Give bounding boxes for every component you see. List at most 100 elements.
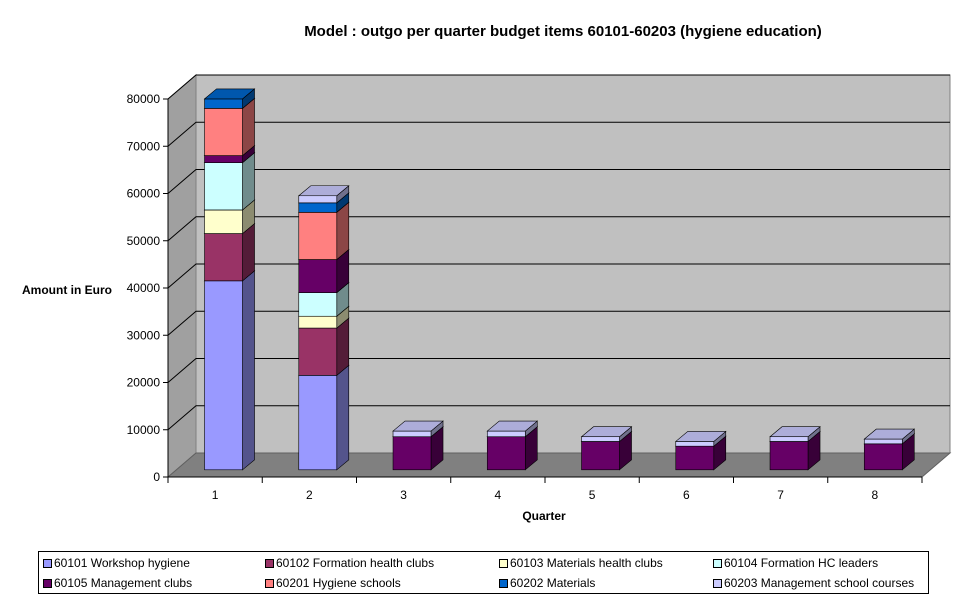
bar-top bbox=[580, 426, 633, 438]
bar-segment-2-60201 bbox=[297, 201, 350, 261]
bar-segment-8-60203 bbox=[863, 428, 916, 445]
bar-front bbox=[204, 209, 243, 234]
gridline bbox=[167, 216, 950, 242]
gridline bbox=[167, 74, 950, 100]
bar-top bbox=[863, 428, 916, 440]
x-tick-label: 6 bbox=[683, 488, 690, 502]
bar-top bbox=[203, 88, 256, 100]
bar-top bbox=[486, 420, 539, 432]
x-axis: 1 2 3 4 5 6 7 8 bbox=[167, 476, 923, 502]
legend-label: 60103 Materials health clubs bbox=[510, 556, 663, 570]
bar-front bbox=[204, 280, 243, 471]
floor bbox=[166, 452, 952, 478]
y-tick-label: 10000 bbox=[127, 423, 161, 437]
y-tick-label: 20000 bbox=[127, 376, 161, 390]
x-tick-label: 5 bbox=[589, 488, 596, 502]
bar-front bbox=[486, 430, 526, 438]
bars bbox=[203, 88, 916, 471]
bar-front bbox=[298, 374, 338, 471]
bar-front bbox=[298, 195, 338, 204]
legend-label: 60105 Management clubs bbox=[54, 576, 193, 590]
bar-stack-7 bbox=[769, 426, 821, 471]
x-tick-label: 7 bbox=[777, 488, 784, 502]
legend-swatch bbox=[499, 579, 508, 588]
bar-segment-1-60202 bbox=[203, 88, 256, 109]
bar-segment-1-60101 bbox=[203, 270, 256, 471]
y-tick-label: 30000 bbox=[127, 328, 161, 342]
bar-front bbox=[298, 211, 338, 260]
y-tick-label: 70000 bbox=[127, 139, 161, 153]
y-tick-label: 0 bbox=[153, 470, 160, 484]
x-tick-label: 1 bbox=[212, 488, 219, 502]
bar-top bbox=[297, 185, 350, 197]
gridline bbox=[167, 358, 950, 383]
bar-front bbox=[298, 315, 338, 329]
legend-label: 60203 Management school courses bbox=[724, 576, 915, 590]
bar-stack-6 bbox=[674, 430, 727, 471]
bar-front bbox=[204, 155, 243, 163]
bar-stack-2 bbox=[297, 185, 350, 471]
bar-segment-3-60203 bbox=[392, 420, 444, 438]
legend-label: 60202 Materials bbox=[510, 576, 596, 590]
y-axis-title: Amount in Euro bbox=[22, 283, 112, 297]
x-tick-label: 3 bbox=[400, 488, 407, 502]
bar-front bbox=[486, 436, 526, 471]
legend-label: 60102 Formation health clubs bbox=[276, 556, 435, 570]
bar-front bbox=[204, 233, 243, 282]
bar-stack-4 bbox=[486, 420, 539, 471]
bar-front bbox=[392, 430, 432, 438]
legend-swatch bbox=[265, 559, 274, 568]
bar-front bbox=[298, 202, 338, 213]
bar-segment-6-60203 bbox=[674, 430, 727, 447]
x-tick-label: 8 bbox=[872, 488, 879, 502]
bar-stack-1 bbox=[203, 88, 256, 471]
legend-swatch bbox=[43, 559, 52, 568]
gridline bbox=[167, 405, 950, 431]
chart-title: Model : outgo per quarter budget items 6… bbox=[304, 23, 822, 40]
legend-swatch bbox=[265, 579, 274, 588]
legend-swatch bbox=[43, 579, 52, 588]
bar-front bbox=[675, 445, 715, 471]
bar-front bbox=[863, 438, 903, 445]
gridline bbox=[167, 310, 950, 336]
bar-front bbox=[675, 441, 715, 447]
legend-swatch bbox=[713, 559, 722, 568]
bar-top bbox=[769, 426, 821, 438]
bar-front bbox=[581, 436, 620, 442]
plot-area bbox=[166, 73, 952, 479]
bar-front bbox=[204, 162, 243, 211]
bar-stack-3 bbox=[392, 420, 444, 471]
legend-swatch bbox=[499, 559, 508, 568]
bar-front bbox=[392, 436, 432, 471]
legend-label: 60201 Hygiene schools bbox=[276, 576, 401, 590]
gridline bbox=[167, 169, 950, 194]
legend: 60101 Workshop hygiene 60102 Formation he… bbox=[38, 551, 929, 594]
x-tick-label: 4 bbox=[495, 488, 502, 502]
y-tick-label: 60000 bbox=[127, 187, 161, 201]
gridline bbox=[167, 263, 950, 289]
bar-front bbox=[298, 292, 338, 317]
bar-front bbox=[298, 259, 338, 293]
legend-label: 60104 Formation HC leaders bbox=[724, 556, 879, 570]
y-axis: 0 10000 20000 30000 40000 50000 60000 70000 8000… bbox=[127, 92, 169, 484]
bar-front bbox=[581, 441, 620, 471]
bar-top bbox=[392, 420, 444, 432]
bar-segment-2-60101 bbox=[297, 364, 350, 471]
bar-front bbox=[769, 436, 809, 442]
bar-side bbox=[336, 364, 350, 471]
bar-front bbox=[769, 441, 809, 471]
y-tick-label: 80000 bbox=[127, 92, 161, 106]
bar-stack-5 bbox=[580, 426, 633, 471]
bar-segment-5-60203 bbox=[580, 426, 633, 443]
bar-front bbox=[204, 108, 243, 156]
bar-segment-4-60203 bbox=[486, 420, 539, 438]
bar-front bbox=[204, 98, 243, 109]
bar-front bbox=[863, 443, 903, 471]
bar-top bbox=[674, 431, 727, 442]
legend-label: 60101 Workshop hygiene bbox=[54, 556, 190, 570]
bar-front bbox=[298, 327, 338, 376]
x-axis-title: Quarter bbox=[522, 509, 566, 523]
gridline bbox=[167, 121, 950, 147]
x-tick-label: 2 bbox=[306, 488, 313, 502]
